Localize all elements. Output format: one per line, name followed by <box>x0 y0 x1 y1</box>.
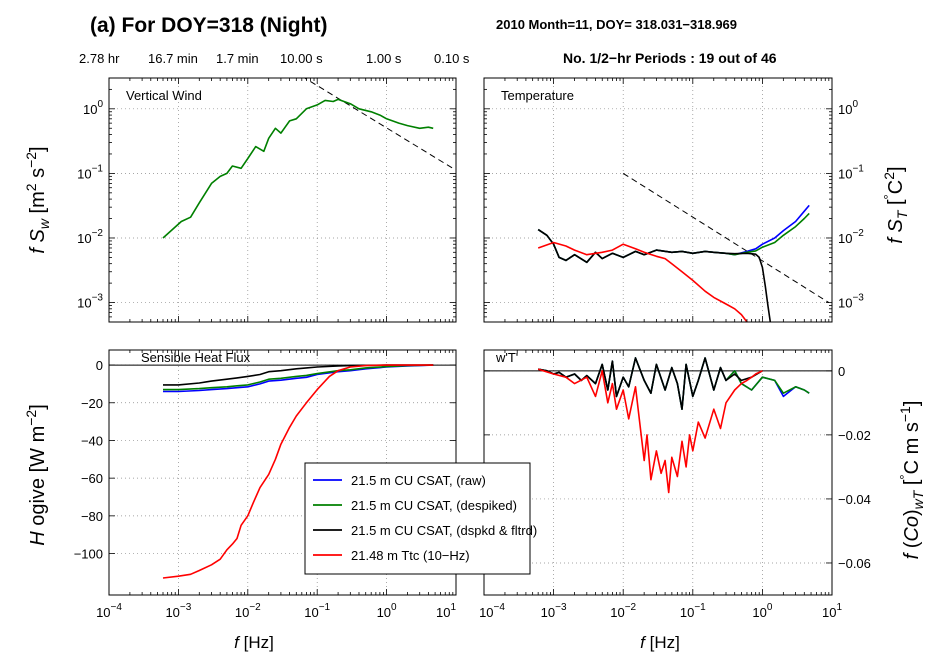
x-tick-label: 10−2 <box>235 602 261 620</box>
period-tick-labels: 2.78 hr 16.7 min 1.7 min 10.00 s 1.00 s 0.10 … <box>79 51 470 66</box>
period-tick-label: 2.78 hr <box>79 51 120 66</box>
series-despiked <box>162 98 434 239</box>
x-tick-label: 100 <box>752 602 772 620</box>
y-tick-label: −0.04 <box>838 492 871 507</box>
series-raw <box>537 204 810 264</box>
x-tick-label: 10−1 <box>304 602 330 620</box>
y-tick-label: −40 <box>81 433 103 448</box>
series-dspkd_fltrd <box>537 228 772 322</box>
xlabel-right: f [Hz] <box>640 633 680 652</box>
x-tick-label: 10−1 <box>680 602 706 620</box>
x-tick-label: 10−4 <box>479 602 505 620</box>
series-despiked <box>163 364 434 391</box>
panel-annotation: Sensible Heat Flux <box>141 350 251 365</box>
x-tick-label: 101 <box>822 602 842 620</box>
legend-label-dspkd_fltrd: 21.5 m CU CSAT, (dspkd & fltrd) <box>351 523 537 538</box>
periods-text: No. 1/2−hr Periods : 19 out of 46 <box>563 50 777 66</box>
legend-label-raw: 21.5 m CU CSAT, (raw) <box>351 473 486 488</box>
legend: 21.5 m CU CSAT, (raw) 21.5 m CU CSAT, (de… <box>304 462 537 575</box>
period-tick-label: 1.00 s <box>366 51 402 66</box>
x-tick-label: 10−4 <box>96 602 122 620</box>
y-tick-label: 0 <box>96 358 103 373</box>
xlabel-left: f [Hz] <box>234 633 274 652</box>
panel-temperature: 10−3 10−2 10−1 100 Temperature <box>483 77 864 323</box>
series-raw <box>163 364 434 393</box>
y-tick-label: −0.06 <box>838 556 871 571</box>
legend-label-ttc: 21.48 m Ttc (10−Hz) <box>351 548 470 563</box>
x-tick-label: 101 <box>436 602 456 620</box>
series-dspkd_fltrd <box>163 364 434 386</box>
legend-label-despiked: 21.5 m CU CSAT, (despiked) <box>351 498 517 513</box>
y-tick-label: 0 <box>838 364 845 379</box>
y-tick-label: 100 <box>83 99 103 117</box>
series-despiked <box>538 357 810 411</box>
y-tick-label: −20 <box>81 396 103 411</box>
series-ttc <box>162 364 434 579</box>
reference-slope-line <box>622 172 830 303</box>
panel-wT-cospectrum: 10−4 10−3 10−2 10−1 100 101 0 −0.02 −0.04 −0.06 w'… <box>479 349 871 620</box>
y-tick-label: −0.02 <box>838 428 871 443</box>
y-tick-label: 10−1 <box>838 163 864 181</box>
plot-frame <box>483 77 833 323</box>
x-tick-label: 100 <box>377 602 397 620</box>
y-tick-label: −60 <box>81 471 103 486</box>
x-tick-label: 10−3 <box>165 602 191 620</box>
period-tick-label: 16.7 min <box>148 51 198 66</box>
period-tick-label: 1.7 min <box>216 51 259 66</box>
period-tick-label: 0.10 s <box>434 51 470 66</box>
y-tick-label: 10−2 <box>77 228 103 246</box>
y-tick-label: 10−3 <box>838 293 864 311</box>
plot-frame <box>108 77 457 323</box>
x-tick-label: 10−2 <box>610 602 636 620</box>
ylabel-bottom-left: H ogive [W m−2] <box>23 404 49 546</box>
y-tick-label: 100 <box>838 99 858 117</box>
series-ttc <box>537 241 748 322</box>
panel-annotation: w'T' <box>495 350 518 365</box>
y-tick-label: 10−3 <box>77 293 103 311</box>
period-tick-label: 10.00 s <box>280 51 323 66</box>
y-tick-label: −80 <box>81 509 103 524</box>
panel-annotation: Vertical Wind <box>126 88 202 103</box>
series-ttc <box>537 368 763 494</box>
ylabel-bottom-right: f (Co)wT [°C m s−1] <box>897 401 926 560</box>
ylabel-top-right: f ST [°C2] <box>881 166 910 243</box>
figure-title: (a) For DOY=318 (Night) <box>90 14 327 37</box>
y-tick-label: −100 <box>74 547 103 562</box>
reference-slope-line <box>303 78 454 169</box>
series-raw <box>538 357 810 411</box>
panel-vertical-wind: 10−3 10−2 10−1 100 Vertical Wind <box>77 77 457 323</box>
panel-annotation: Temperature <box>501 88 574 103</box>
panel-sensible-heat-flux: 10−4 10−3 10−2 10−1 100 101 0 −20 −40 −60 −80 −100 S… <box>74 349 457 620</box>
ylabel-top-left: f Sw [m2 s−2] <box>23 146 52 253</box>
series-dspkd_fltrd <box>538 357 763 411</box>
y-tick-label: 10−2 <box>838 228 864 246</box>
x-tick-label: 10−3 <box>541 602 567 620</box>
figure-subtitle: 2010 Month=11, DOY= 318.031−318.969 <box>496 17 737 32</box>
y-tick-label: 10−1 <box>77 163 103 181</box>
